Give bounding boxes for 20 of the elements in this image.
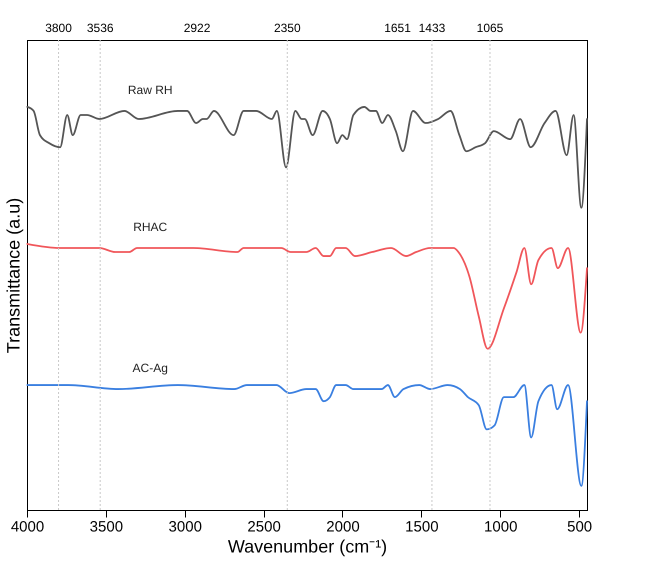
x2-tick-label: 1651 xyxy=(384,21,412,35)
x2-tick-label: 1065 xyxy=(476,21,504,35)
x2-tick-label: 2922 xyxy=(184,21,211,35)
series-label: Raw RH xyxy=(128,82,173,97)
series-label: AC-Ag xyxy=(132,360,168,375)
x-tick-label: 1500 xyxy=(405,518,439,536)
x2-tick-label: 1433 xyxy=(418,21,446,35)
x-tick-label: 2000 xyxy=(326,518,360,536)
x2-tick-label: 3800 xyxy=(45,21,72,35)
x2-tick-label: 3536 xyxy=(86,21,114,35)
x-tick-label: 3000 xyxy=(168,518,202,536)
x-tick-label: 3500 xyxy=(90,518,124,536)
y-axis-title: Transmittance (a.u) xyxy=(4,198,24,354)
series-label: RHAC xyxy=(133,220,168,234)
x-tick-label: 1000 xyxy=(484,518,518,536)
x-tick-label: 2500 xyxy=(247,518,281,536)
x-tick-label: 500 xyxy=(567,518,592,536)
x-tick-label: 4000 xyxy=(10,518,44,536)
x-axis-title: Wavenumber (cm⁻¹) xyxy=(228,536,388,556)
x2-tick-label: 2350 xyxy=(274,21,301,35)
